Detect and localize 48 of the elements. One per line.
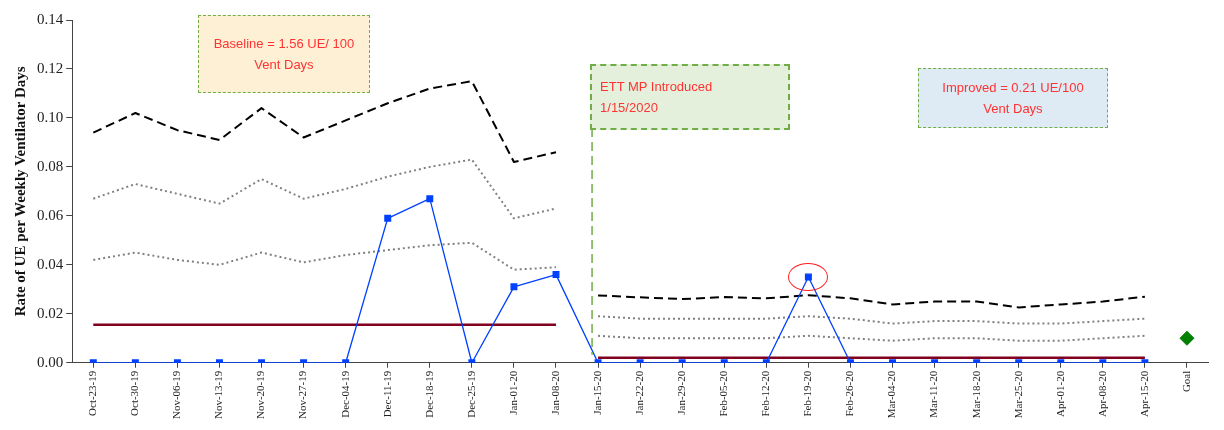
x-tick-label: Nov-13-19 [212, 370, 225, 420]
x-tick-label: Jan-29-20 [675, 370, 688, 415]
callout-box: Improved = 0.21 UE/100 Vent Days [918, 68, 1108, 128]
x-tick-label: Apr-08-20 [1095, 370, 1108, 417]
y-tick-label: 0.06 [37, 206, 64, 223]
x-tick-label: Nov-20-19 [254, 370, 267, 420]
y-tick-label: 0.08 [37, 157, 64, 174]
y-tick-label: 0.00 [37, 353, 64, 370]
x-tick-label: Jan-01-20 [506, 370, 519, 415]
x-tick-label: Feb-12-20 [759, 370, 772, 417]
y-tick-label: 0.14 [37, 10, 64, 27]
x-tick-label: Oct-30-19 [128, 370, 141, 416]
x-tick-label: Mar-25-20 [1011, 370, 1024, 419]
callout-box: ETT MP Introduced 1/15/2020 [590, 64, 791, 130]
x-tick-label: Oct-23-19 [86, 370, 99, 416]
x-tick-label: Dec-25-19 [464, 370, 477, 418]
point [1179, 330, 1195, 346]
point [426, 195, 434, 203]
x-tick-label: Mar-04-20 [885, 370, 898, 419]
x-tick-label: Feb-26-20 [843, 370, 856, 417]
x-tick-label: Dec-11-19 [380, 370, 393, 418]
x-tick-label: Apr-01-20 [1053, 370, 1066, 417]
callout-box: Baseline = 1.56 UE/ 100 Vent Days [198, 15, 370, 93]
x-tick-label: Jan-08-20 [548, 370, 561, 415]
point [384, 214, 392, 222]
point [510, 283, 518, 291]
x-tick-label: Mar-11-20 [927, 370, 940, 418]
y-tick-label: 0.12 [37, 59, 64, 76]
x-tick-label: Apr-15-20 [1137, 370, 1150, 417]
line-series [92, 241, 557, 271]
line-series [92, 158, 557, 220]
x-tick-label: Jan-15-20 [590, 370, 603, 415]
y-tick-label: 0.02 [37, 304, 64, 321]
y-tick-label: 0.04 [37, 255, 64, 272]
y-tick-label: 0.10 [37, 108, 64, 125]
line-series [597, 315, 1146, 325]
x-tick-label: Jan-22-20 [633, 370, 646, 415]
x-tick-label: Feb-19-20 [801, 370, 814, 417]
x-tick-label: Feb-05-20 [717, 370, 730, 417]
x-tick-label: Nov-06-19 [170, 370, 183, 420]
x-tick-label: Goal [1179, 370, 1192, 393]
x-tick-label: Mar-18-20 [969, 370, 982, 419]
x-tick-label: Nov-27-19 [296, 370, 309, 420]
y-axis-title: Rate of UE per Weekly Ventilator Days [11, 66, 28, 317]
x-tick-label: Dec-04-19 [338, 370, 351, 418]
x-tick-label: Dec-18-19 [422, 370, 435, 418]
line-series [597, 294, 1146, 309]
line-series [92, 80, 557, 163]
